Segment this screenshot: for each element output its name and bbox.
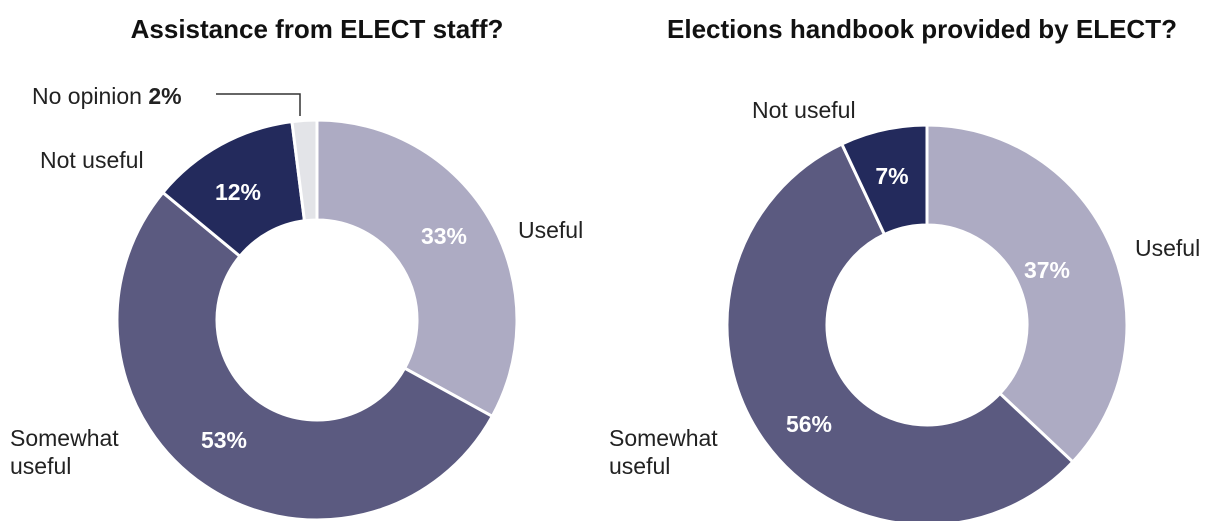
chart-2-value-not-useful: 7% xyxy=(875,163,908,189)
chart-2-slice-useful xyxy=(925,123,1129,465)
chart-1-value-useful: 33% xyxy=(421,223,467,249)
chart-2-title: Elections handbook provided by ELECT? xyxy=(667,14,1177,44)
chart-1-label-not-useful: Not useful xyxy=(40,147,144,173)
chart-1-label-useful: Useful xyxy=(518,217,583,243)
chart-2-label-not-useful: Not useful xyxy=(752,97,856,123)
chart-1-title: Assistance from ELECT staff? xyxy=(130,14,504,44)
chart-1-leader-line-no-opinion xyxy=(216,93,301,116)
chart-1-value-not-useful: 12% xyxy=(215,179,261,205)
chart-1-value-somewhat-useful: 53% xyxy=(201,427,247,453)
chart-2-label-somewhat-useful: Somewhat useful xyxy=(609,425,718,479)
chart-2-slice-not-useful xyxy=(839,123,929,237)
chart-1-slice-somewhat-useful xyxy=(115,190,495,521)
chart-2-label-useful: Useful xyxy=(1135,235,1200,261)
chart-2-value-somewhat-useful: 56% xyxy=(786,411,832,437)
chart-1-slice-no-opinion xyxy=(290,118,319,223)
chart-1-label-no-opinion: No opinion 2% xyxy=(32,83,182,109)
chart-1-slice-useful xyxy=(315,118,519,419)
chart-1-label-somewhat-useful: Somewhat useful xyxy=(10,425,119,479)
chart-2-value-useful: 37% xyxy=(1024,257,1070,283)
chart-2-slice-somewhat-useful xyxy=(725,142,1075,521)
